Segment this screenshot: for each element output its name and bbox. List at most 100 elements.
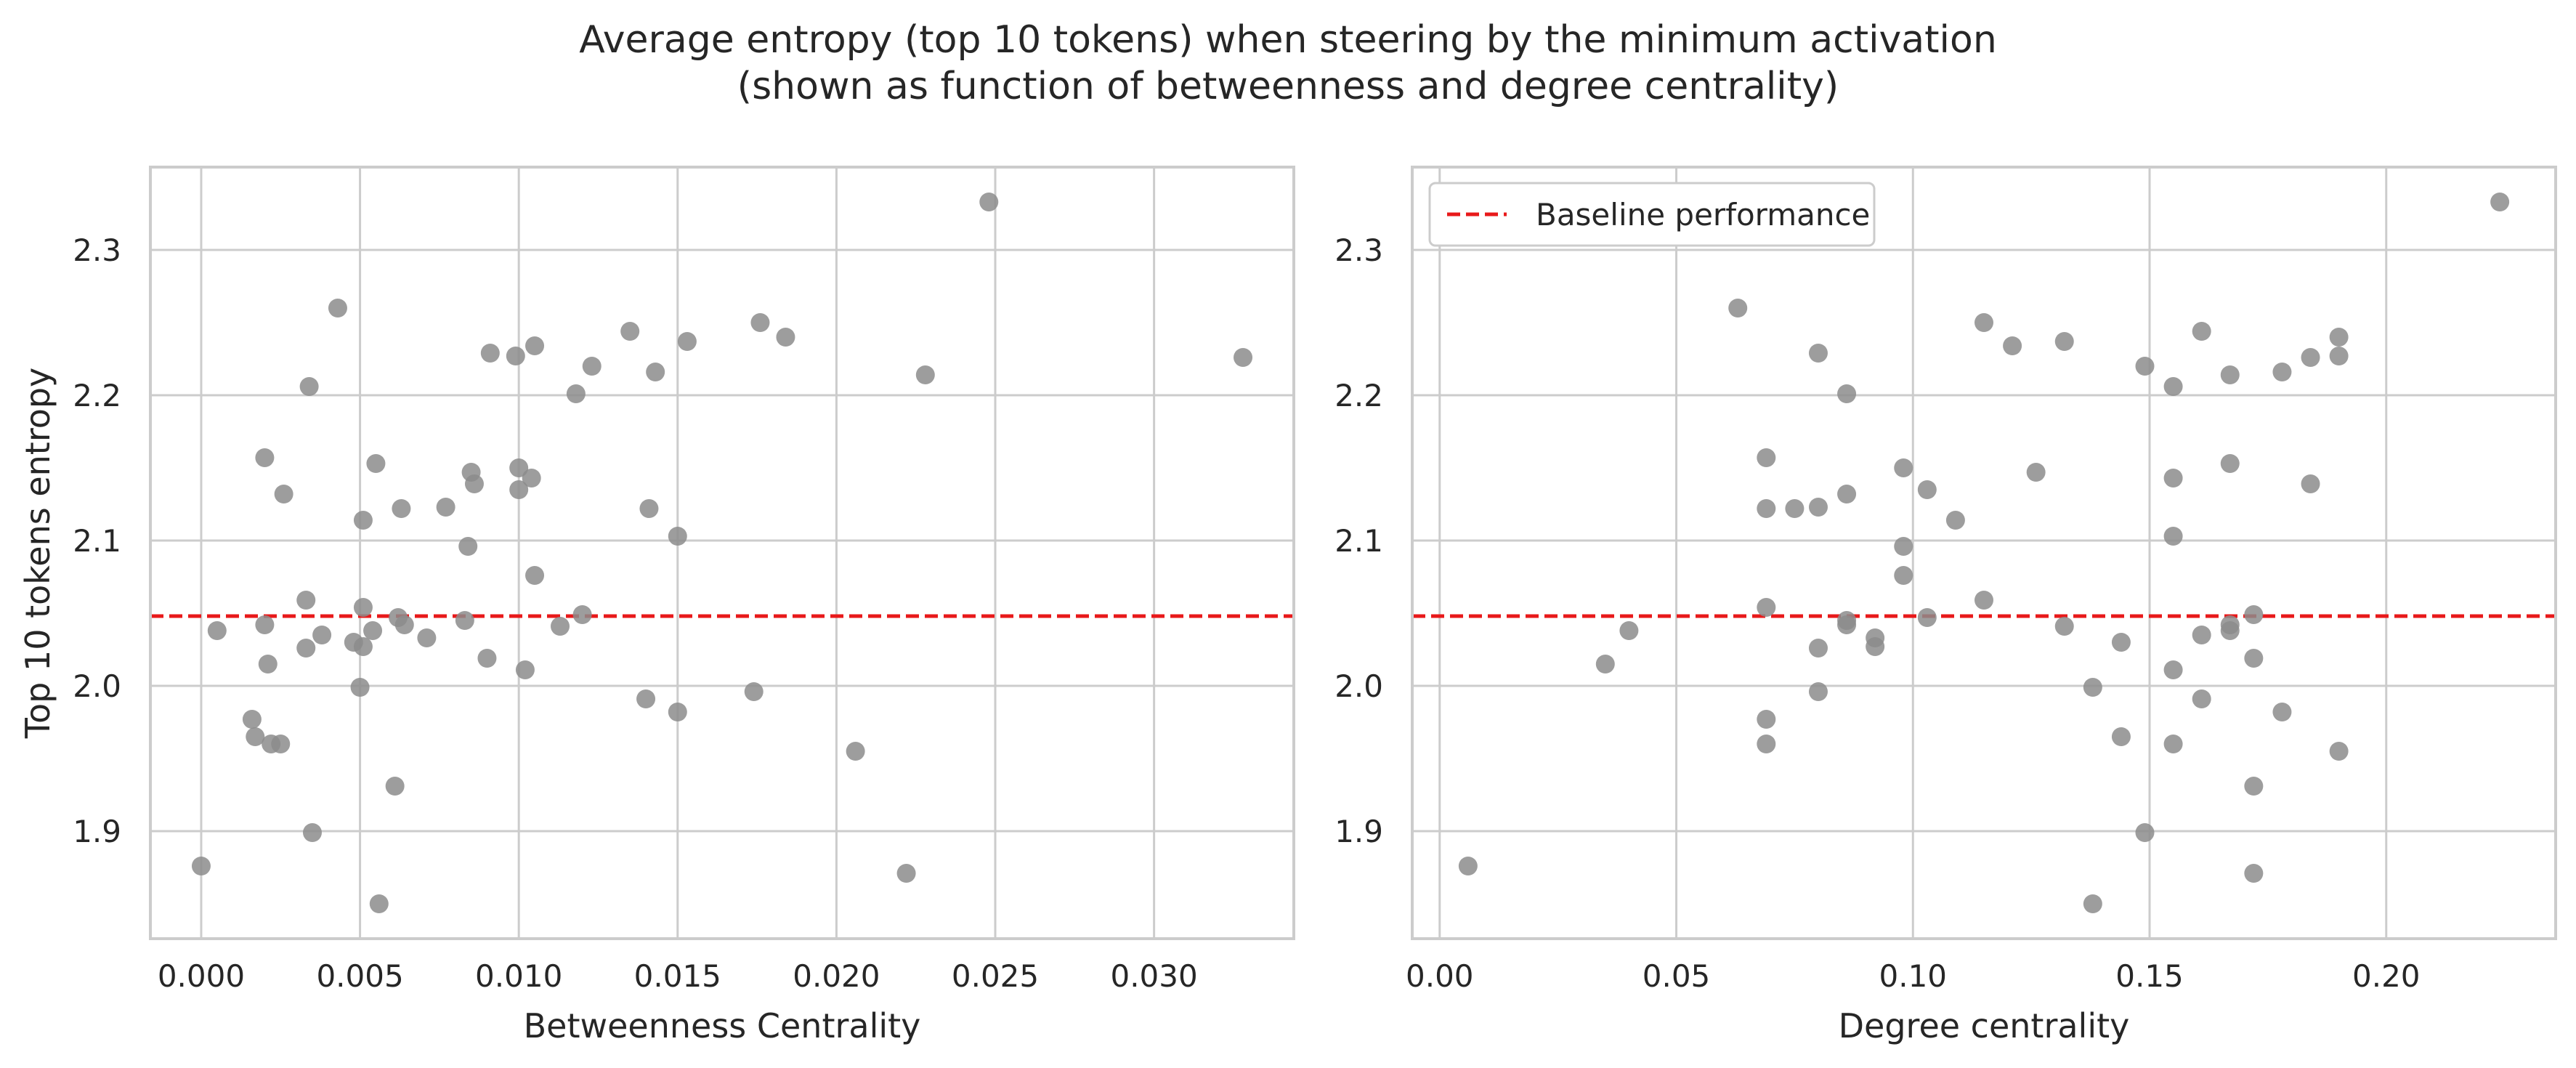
degree-data-point xyxy=(1837,485,1857,503)
degree-data-point xyxy=(2220,454,2240,473)
legend-label: Baseline performance xyxy=(1536,197,1870,232)
degree-data-point xyxy=(1917,480,1937,499)
degree-y-tick-label: 1.9 xyxy=(1334,814,1383,849)
degree-data-point xyxy=(1619,621,1639,640)
betweenness-data-point xyxy=(509,458,529,477)
betweenness-scatter-panel: 0.000 0.005 0.010 0.015 0.020 0.025 0.030 1.9 2.… xyxy=(18,166,1295,1045)
betweenness-data-point xyxy=(515,660,535,679)
betweenness-data-point xyxy=(328,299,347,317)
betweenness-data-point xyxy=(392,499,411,518)
betweenness-data-point xyxy=(639,499,659,518)
degree-data-point xyxy=(1974,591,1993,610)
degree-data-point xyxy=(1837,611,1857,630)
betweenness-data-point xyxy=(353,511,373,530)
degree-data-point xyxy=(2272,703,2292,721)
betweenness-y-tick-label: 1.9 xyxy=(73,814,121,849)
degree-y-tick-label: 2.1 xyxy=(1334,523,1383,559)
degree-data-point xyxy=(1757,448,1776,467)
betweenness-data-point xyxy=(750,313,770,332)
degree-data-point xyxy=(2244,864,2264,883)
betweenness-data-point xyxy=(436,498,455,517)
betweenness-data-point xyxy=(896,864,916,883)
legend-box xyxy=(1428,182,1876,247)
degree-x-tick-label: 0.10 xyxy=(1879,958,1948,994)
betweenness-data-point xyxy=(394,615,414,634)
degree-data-point xyxy=(2003,336,2022,355)
betweenness-data-point xyxy=(353,637,373,656)
degree-data-point xyxy=(2192,322,2211,341)
degree-x-tick-label: 0.00 xyxy=(1406,958,1474,994)
betweenness-data-point xyxy=(296,639,316,658)
degree-data-point xyxy=(2163,735,2183,753)
betweenness-data-point xyxy=(255,448,275,467)
betweenness-data-point xyxy=(246,727,265,746)
betweenness-x-axis-label: Betweenness Centrality xyxy=(524,1006,921,1045)
degree-data-point xyxy=(2244,777,2264,796)
betweenness-data-point xyxy=(477,649,497,668)
chart-title-line1: Average entropy (top 10 tokens) when ste… xyxy=(579,18,1997,62)
betweenness-x-tick-label: 0.030 xyxy=(1110,958,1197,994)
legend: Baseline performance xyxy=(1428,182,1876,247)
betweenness-data-point xyxy=(207,621,227,640)
degree-data-point xyxy=(1808,498,1828,517)
betweenness-x-tick-label: 0.020 xyxy=(793,958,880,994)
betweenness-data-point xyxy=(525,566,545,585)
degree-data-point xyxy=(2163,527,2183,546)
betweenness-data-point xyxy=(242,710,262,729)
betweenness-data-point xyxy=(464,474,484,493)
betweenness-y-tick-label: 2.0 xyxy=(73,668,121,704)
degree-data-point xyxy=(2329,328,2349,347)
degree-y-tick-label: 2.3 xyxy=(1334,232,1383,268)
betweenness-x-tick-label: 0.015 xyxy=(634,958,721,994)
betweenness-y-tick-label: 2.2 xyxy=(73,378,121,413)
betweenness-y-tick-label: 2.1 xyxy=(73,523,121,559)
betweenness-data-point xyxy=(1234,348,1253,367)
betweenness-data-point xyxy=(369,894,389,913)
degree-data-point xyxy=(2272,363,2292,381)
betweenness-data-point xyxy=(646,363,665,381)
degree-data-point xyxy=(2163,377,2183,396)
degree-data-point xyxy=(2329,347,2349,365)
betweenness-data-point xyxy=(668,703,687,721)
degree-data-point xyxy=(2083,894,2102,913)
degree-data-point xyxy=(2244,605,2264,624)
degree-data-point xyxy=(1785,499,1805,518)
degree-data-point xyxy=(2192,626,2211,644)
betweenness-data-point xyxy=(846,742,865,761)
betweenness-data-point xyxy=(258,655,278,673)
degree-data-point xyxy=(1728,299,1748,317)
degree-data-point xyxy=(1917,608,1937,627)
degree-data-point xyxy=(1894,566,1913,585)
betweenness-x-tick-label: 0.005 xyxy=(316,958,403,994)
degree-data-point xyxy=(1595,655,1615,673)
betweenness-data-point xyxy=(582,357,602,376)
degree-data-point xyxy=(2329,742,2349,761)
betweenness-data-point xyxy=(480,344,500,363)
betweenness-data-point xyxy=(915,365,935,384)
chart-title-line2: (shown as function of betweenness and de… xyxy=(737,65,1839,108)
betweenness-data-point xyxy=(312,626,332,644)
betweenness-x-tick-label: 0.000 xyxy=(158,958,245,994)
betweenness-x-tick-label: 0.010 xyxy=(475,958,562,994)
betweenness-data-point xyxy=(566,384,586,403)
betweenness-data-point xyxy=(506,347,525,365)
betweenness-data-point xyxy=(271,735,291,753)
degree-data-point xyxy=(1757,598,1776,617)
degree-data-point xyxy=(1945,511,1965,530)
degree-scatter-panel: 0.00 0.05 0.10 0.15 0.20 1.9 2.0 2.1 2.2 2.3 Degre… xyxy=(1334,166,2557,1045)
degree-data-point xyxy=(2111,633,2131,652)
degree-x-tick-label: 0.15 xyxy=(2115,958,2184,994)
betweenness-data-point xyxy=(572,605,592,624)
betweenness-data-point xyxy=(668,527,687,546)
betweenness-data-point xyxy=(677,332,697,351)
betweenness-data-point xyxy=(302,823,322,842)
betweenness-x-tick-label: 0.025 xyxy=(952,958,1039,994)
degree-data-point xyxy=(1866,628,1885,647)
degree-data-point xyxy=(2111,727,2131,746)
degree-data-point xyxy=(2192,689,2211,708)
degree-data-point xyxy=(1757,499,1776,518)
betweenness-data-point xyxy=(636,689,656,708)
degree-data-point xyxy=(2163,469,2183,488)
degree-data-point xyxy=(2220,615,2240,634)
